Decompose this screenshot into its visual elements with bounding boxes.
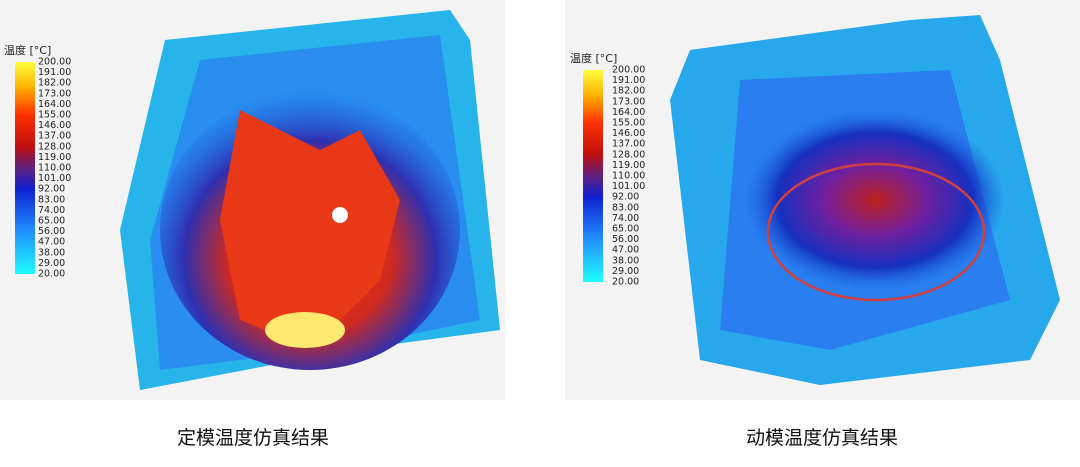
caption: 动模温度仿真结果: [746, 427, 898, 449]
legend-label: 74.00: [612, 213, 639, 224]
legend-label: 83.00: [612, 202, 639, 213]
legend-label: 65.00: [38, 216, 65, 227]
legend-label: 20.00: [38, 269, 65, 280]
legend-label: 173.00: [612, 96, 645, 107]
legend-label: 29.00: [38, 258, 65, 269]
legend-label: 155.00: [612, 118, 645, 129]
legend-label: 29.00: [612, 266, 639, 277]
legend-label: 47.00: [612, 245, 639, 256]
legend-label: 128.00: [612, 149, 645, 160]
legend-label: 119.00: [38, 152, 71, 163]
legend-label: 155.00: [38, 110, 71, 121]
legend-label: 137.00: [38, 131, 71, 142]
legend-label: 200.00: [38, 57, 71, 68]
legend-label: 182.00: [38, 78, 71, 89]
legend-label: 146.00: [612, 128, 645, 139]
legend-label: 191.00: [38, 67, 71, 78]
legend-label: 65.00: [612, 224, 639, 235]
legend-label: 128.00: [38, 141, 71, 152]
legend-label: 56.00: [612, 234, 639, 245]
legend-label: 38.00: [612, 255, 639, 266]
legend-label: 47.00: [38, 237, 65, 248]
legend-label: 164.00: [612, 107, 645, 118]
left-image: [0, 0, 505, 400]
legend-label: 83.00: [38, 194, 65, 205]
legend-label: 110.00: [612, 171, 645, 182]
legend-label: 146.00: [38, 120, 71, 131]
legend-label: 191.00: [612, 75, 645, 86]
color-bar: [15, 62, 35, 274]
legend-label: 182.00: [612, 86, 645, 97]
legend-label: 164.00: [38, 99, 71, 110]
legend-label: 200.00: [612, 65, 645, 76]
right-image: [565, 0, 1080, 400]
legend-label: 92.00: [612, 192, 639, 203]
legend-label: 137.00: [612, 139, 645, 150]
legend-label: 101.00: [612, 181, 645, 192]
legend-title: 温度 [°C]: [570, 51, 617, 65]
legend-label: 92.00: [38, 184, 65, 195]
legend-label: 119.00: [612, 160, 645, 171]
legend-label: 101.00: [38, 173, 71, 184]
legend-label: 20.00: [612, 277, 639, 288]
legend-label: 38.00: [38, 247, 65, 258]
legend-label: 173.00: [38, 88, 71, 99]
legend-title: 温度 [°C]: [4, 43, 51, 57]
caption: 定模温度仿真结果: [177, 427, 329, 449]
legend-label: 110.00: [38, 163, 71, 174]
legend-label: 74.00: [38, 205, 65, 216]
legend-label: 56.00: [38, 226, 65, 237]
color-bar: [583, 70, 603, 282]
